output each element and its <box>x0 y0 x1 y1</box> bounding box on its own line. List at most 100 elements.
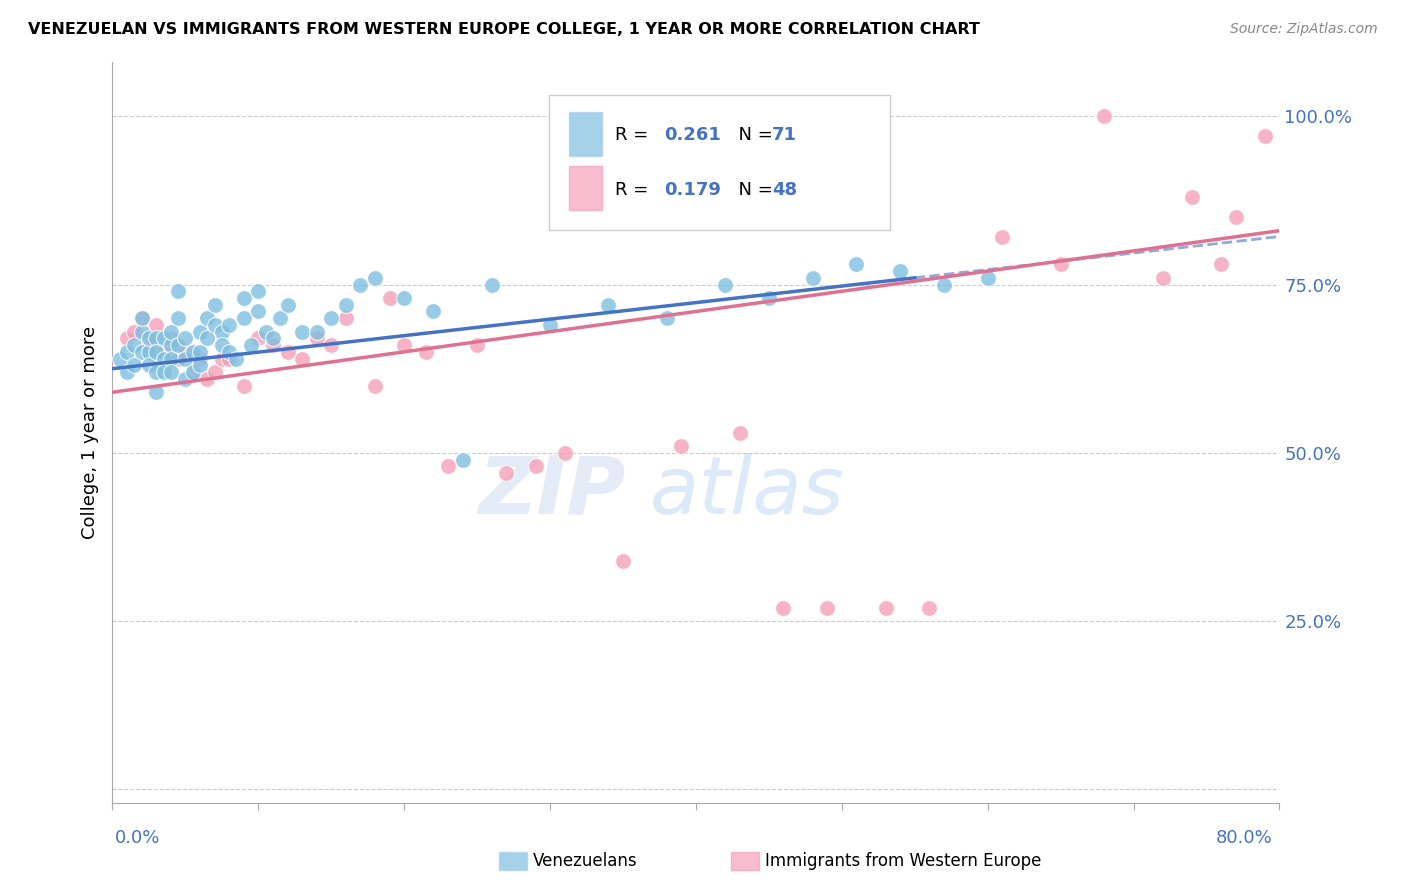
Point <box>262 331 284 345</box>
Text: atlas: atlas <box>650 453 844 531</box>
Point <box>378 291 401 305</box>
Point <box>181 344 204 359</box>
Point <box>160 351 183 366</box>
Point <box>225 351 247 366</box>
Point <box>394 338 416 352</box>
Point <box>232 311 254 326</box>
Point <box>181 365 204 379</box>
Point <box>131 344 153 359</box>
Point <box>1094 109 1116 123</box>
Point <box>875 600 897 615</box>
Point <box>131 311 153 326</box>
Point <box>138 338 160 352</box>
Point <box>538 318 561 332</box>
Point <box>772 600 794 615</box>
Point <box>160 338 183 352</box>
Point <box>174 331 197 345</box>
Point <box>612 553 634 567</box>
Point <box>145 365 167 379</box>
Point <box>991 230 1014 244</box>
Point <box>131 325 153 339</box>
Point <box>451 452 474 467</box>
Point <box>305 331 328 345</box>
Point <box>174 351 197 366</box>
Point <box>415 344 437 359</box>
Point <box>349 277 371 292</box>
Point <box>335 311 357 326</box>
Point <box>1152 270 1174 285</box>
Point <box>195 331 218 345</box>
Text: Venezuelans: Venezuelans <box>533 852 637 870</box>
Point <box>167 351 190 366</box>
Point <box>232 378 254 392</box>
Point <box>152 344 174 359</box>
Text: N =: N = <box>727 181 779 199</box>
Point <box>291 351 314 366</box>
Point <box>976 270 998 285</box>
Point <box>188 325 211 339</box>
Point <box>188 351 211 366</box>
Point <box>218 344 240 359</box>
Point <box>364 270 387 285</box>
Text: R =: R = <box>614 181 654 199</box>
Point <box>218 351 240 366</box>
Point <box>495 466 517 480</box>
Point <box>160 325 183 339</box>
Point <box>655 311 678 326</box>
Point <box>598 298 620 312</box>
Point <box>524 459 547 474</box>
Point <box>115 331 138 345</box>
Text: 80.0%: 80.0% <box>1216 829 1272 847</box>
Point <box>124 359 146 373</box>
Text: VENEZUELAN VS IMMIGRANTS FROM WESTERN EUROPE COLLEGE, 1 YEAR OR MORE CORRELATION: VENEZUELAN VS IMMIGRANTS FROM WESTERN EU… <box>28 22 980 37</box>
Point <box>174 372 197 386</box>
Point <box>131 311 153 326</box>
Point <box>145 385 167 400</box>
Point <box>889 264 911 278</box>
Point <box>138 344 160 359</box>
Point <box>1225 211 1247 225</box>
Point <box>152 331 174 345</box>
Point <box>174 344 197 359</box>
Point <box>801 270 824 285</box>
Point <box>554 446 576 460</box>
Point <box>671 439 693 453</box>
Point <box>918 600 941 615</box>
Point <box>115 365 138 379</box>
Point <box>152 365 174 379</box>
Point <box>364 378 387 392</box>
Point <box>262 338 284 352</box>
Point <box>160 331 183 345</box>
Point <box>465 338 488 352</box>
Point <box>167 338 190 352</box>
Point <box>240 338 263 352</box>
Point <box>254 325 277 339</box>
Point <box>145 344 167 359</box>
Point <box>1049 257 1071 271</box>
Point <box>138 359 160 373</box>
Point <box>195 372 218 386</box>
Point <box>181 365 204 379</box>
Text: N =: N = <box>727 126 779 144</box>
Point <box>276 344 298 359</box>
Point <box>188 344 211 359</box>
Point <box>152 351 174 366</box>
Point <box>124 325 146 339</box>
Point <box>204 318 226 332</box>
Text: 48: 48 <box>772 181 797 199</box>
Point <box>321 338 343 352</box>
Point <box>1209 257 1232 271</box>
Point <box>1181 190 1204 204</box>
Point <box>815 600 838 615</box>
Point <box>167 311 190 326</box>
Point <box>758 291 780 305</box>
Point <box>160 365 183 379</box>
Point <box>481 277 503 292</box>
Point <box>932 277 955 292</box>
Point <box>335 298 357 312</box>
Point <box>305 325 328 339</box>
Point <box>167 285 190 299</box>
Point <box>247 285 270 299</box>
Point <box>115 344 138 359</box>
Text: R =: R = <box>614 126 654 144</box>
